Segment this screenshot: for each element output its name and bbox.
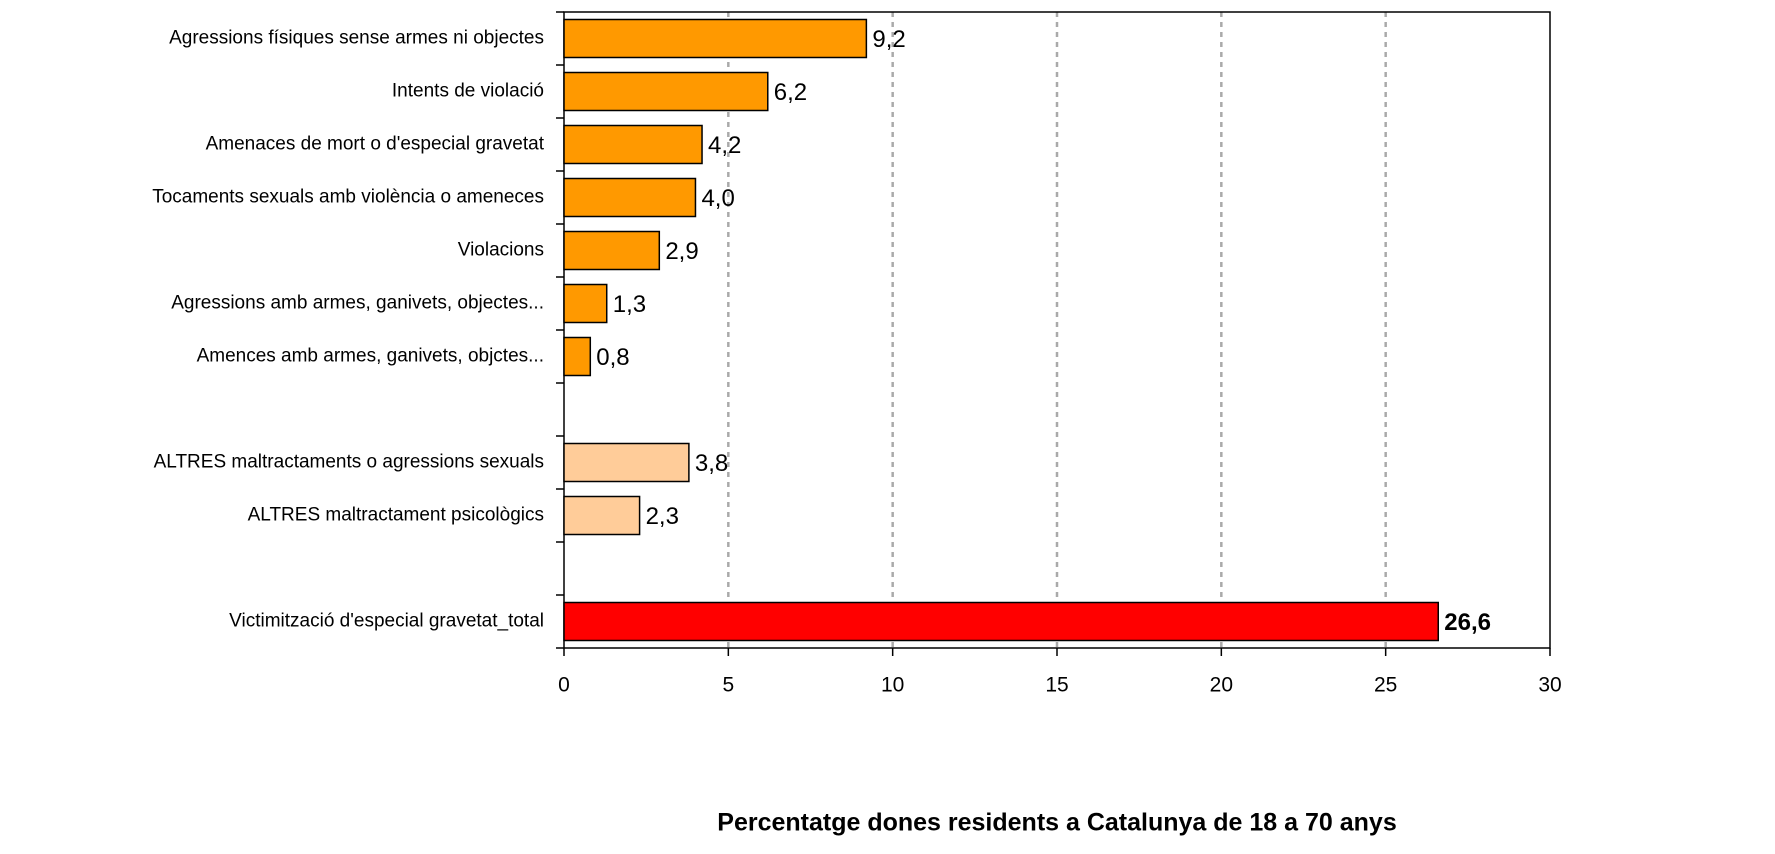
y-tick-label: Amenaces de mort o d'especial gravetat	[206, 134, 545, 155]
x-tick-label: 20	[1210, 674, 1233, 697]
value-label: 9,2	[872, 26, 905, 53]
x-tick-label: 10	[881, 674, 904, 697]
bar	[563, 18, 868, 59]
value-label: 0,8	[596, 344, 629, 371]
value-label: 2,9	[665, 238, 698, 265]
bar	[563, 230, 661, 271]
y-tick-label: Agressions físiques sense armes ni objec…	[169, 28, 544, 49]
bar	[563, 495, 641, 536]
bar	[563, 177, 697, 218]
value-label: 26,6	[1444, 609, 1491, 636]
x-tick-label: 5	[722, 674, 734, 697]
bar	[563, 124, 703, 165]
value-label: 2,3	[646, 503, 679, 530]
bar	[563, 283, 608, 324]
x-tick-label: 15	[1045, 674, 1068, 697]
bar	[563, 71, 769, 112]
y-tick-label: Tocaments sexuals amb violència o amenec…	[152, 187, 544, 208]
x-tick-label: 25	[1374, 674, 1397, 697]
value-label: 1,3	[613, 291, 646, 318]
value-label: 4,0	[701, 185, 734, 212]
y-tick-label: Intents de violació	[392, 81, 544, 102]
y-tick-label: Violacions	[458, 240, 544, 261]
x-tick-label: 30	[1538, 674, 1561, 697]
bar	[563, 336, 592, 377]
bar	[563, 601, 1440, 642]
value-label: 6,2	[774, 79, 807, 106]
y-tick-label: Agressions amb armes, ganivets, objectes…	[171, 293, 544, 314]
y-tick-label: Amences amb armes, ganivets, objctes...	[197, 346, 544, 367]
y-tick-label: ALTRES maltractament psicològics	[248, 505, 544, 526]
bar	[563, 442, 690, 483]
y-tick-label: ALTRES maltractaments o agressions sexua…	[154, 452, 544, 473]
x-axis-label: Percentatge dones residents a Catalunya …	[717, 809, 1396, 837]
x-tick-label: 0	[558, 674, 570, 697]
value-label: 3,8	[695, 450, 728, 477]
y-tick-label: Victimització d'especial gravetat_total	[229, 611, 544, 632]
value-label: 4,2	[708, 132, 741, 159]
